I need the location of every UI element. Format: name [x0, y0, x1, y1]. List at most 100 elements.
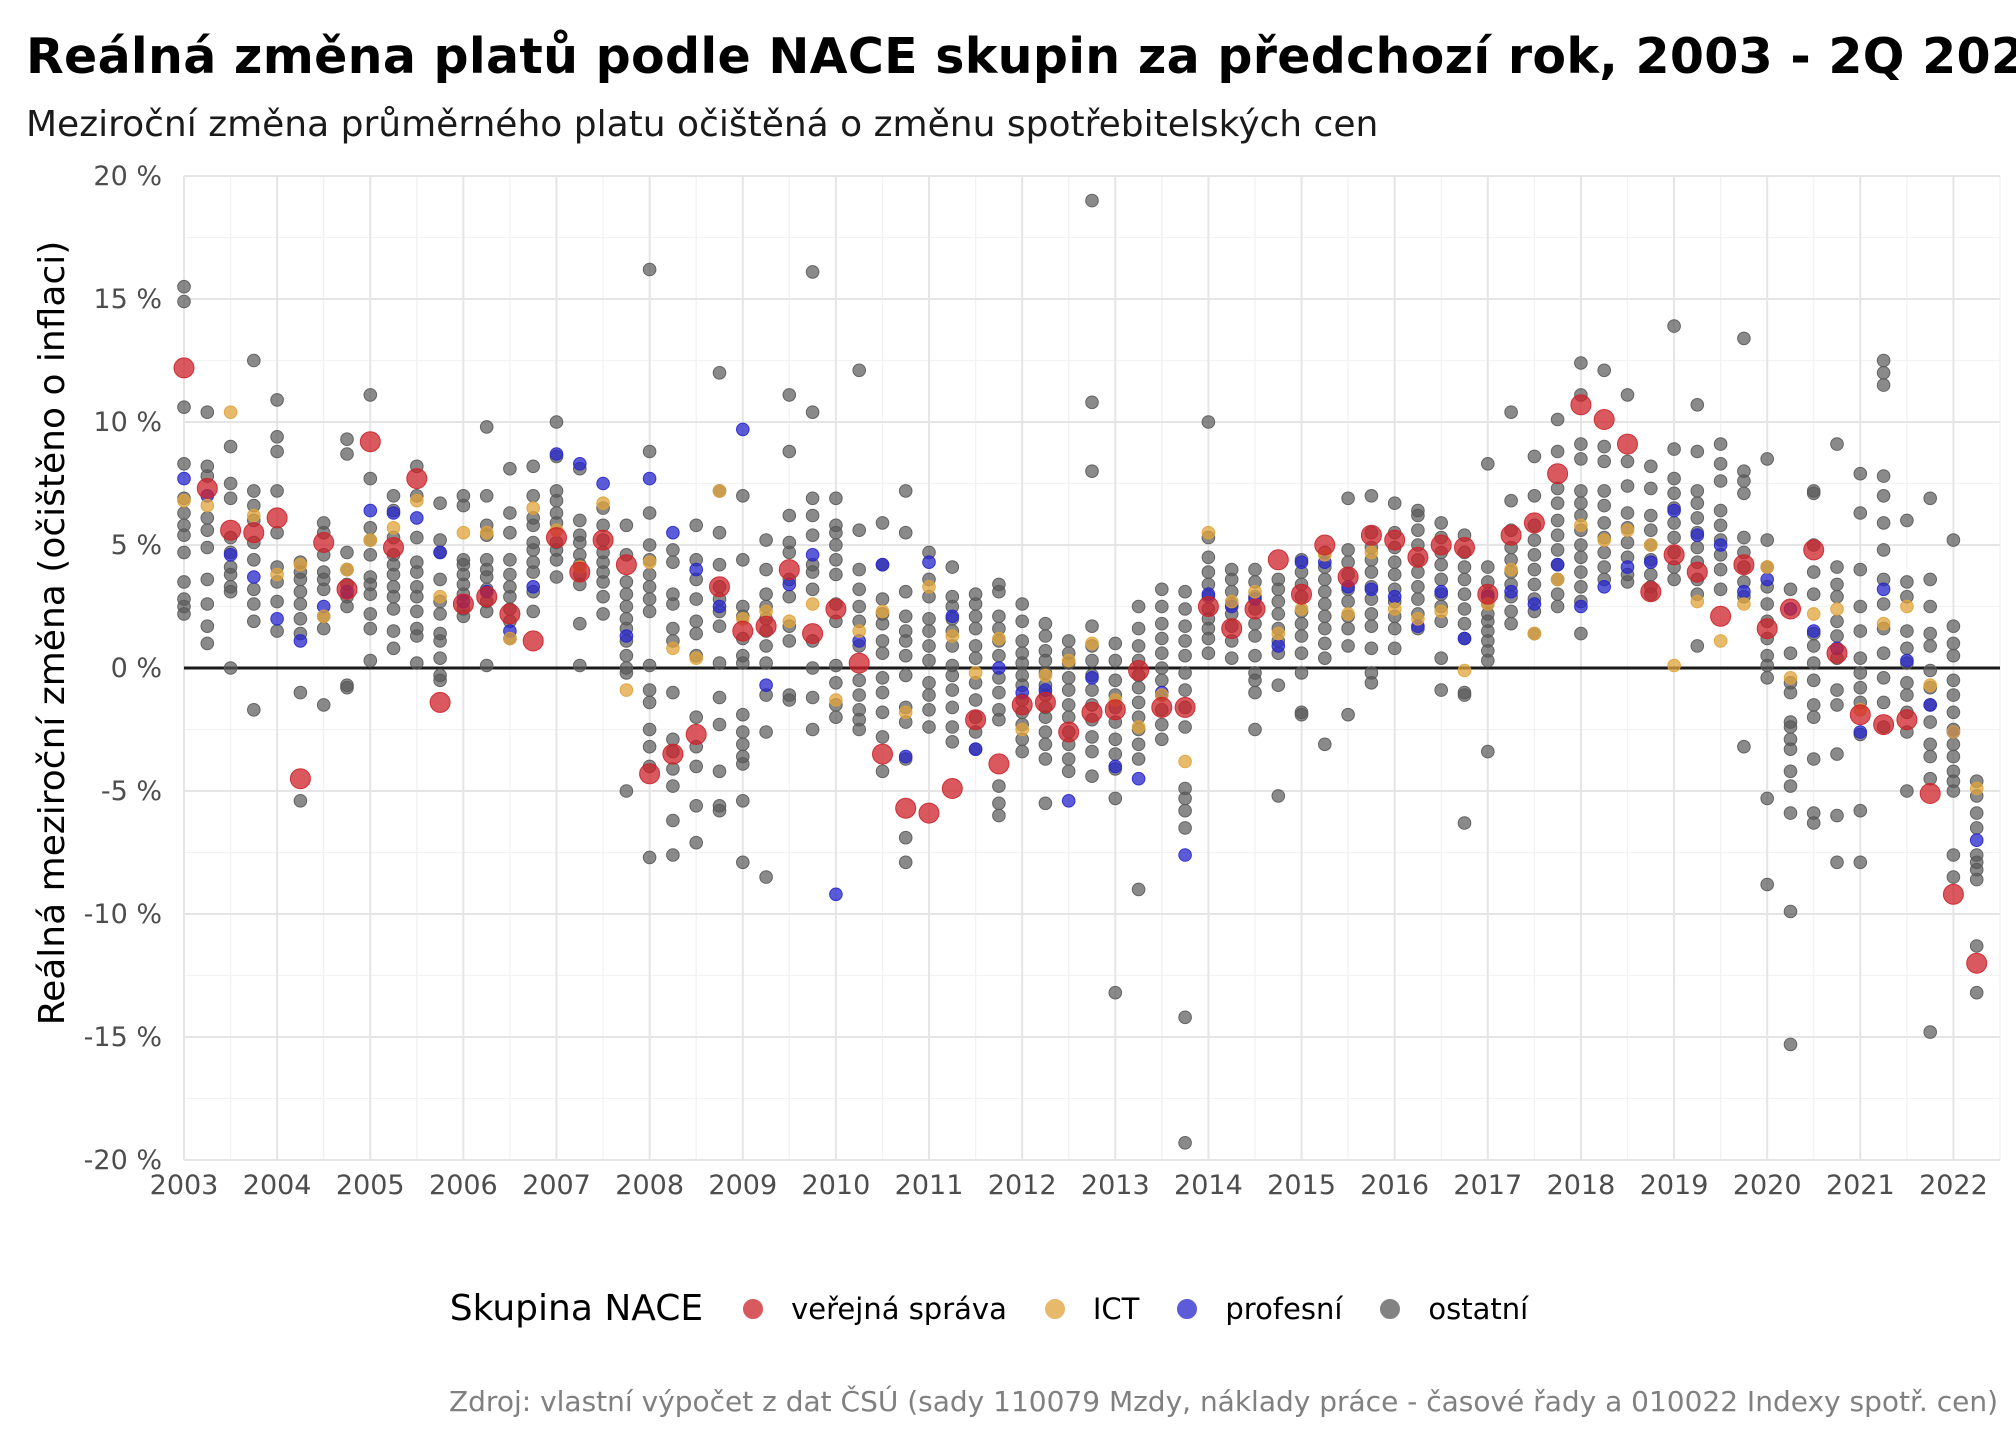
data-point — [410, 565, 424, 579]
data-point — [1574, 437, 1588, 451]
data-point — [642, 506, 657, 520]
data-point — [363, 653, 378, 668]
data-point — [755, 615, 777, 637]
legend-label: veřejná správa — [791, 1291, 1007, 1326]
data-point — [1969, 781, 1984, 796]
data-point — [992, 685, 1006, 700]
data-point — [270, 624, 284, 638]
data-point — [1783, 685, 1798, 700]
data-point — [1061, 634, 1076, 648]
data-point — [1756, 618, 1778, 640]
x-tick-label: 2010 — [802, 1170, 871, 1201]
data-point — [1387, 496, 1402, 511]
data-point — [503, 506, 517, 520]
data-point — [410, 656, 424, 670]
data-point — [1155, 661, 1169, 675]
data-point — [1783, 1037, 1798, 1052]
data-point — [1457, 816, 1472, 830]
data-point — [875, 705, 890, 720]
series-1 — [177, 405, 1984, 796]
data-point — [1318, 651, 1332, 666]
data-point — [712, 557, 727, 572]
data-point — [1294, 629, 1309, 643]
data-point — [1015, 722, 1030, 737]
data-point — [1457, 602, 1472, 616]
data-point — [1946, 688, 1961, 702]
legend-item: veřejná správa — [743, 1292, 1007, 1326]
data-point — [1713, 518, 1728, 533]
data-point — [546, 527, 567, 549]
data-point — [1713, 538, 1728, 552]
data-point — [1966, 952, 1988, 974]
data-point — [922, 653, 936, 668]
data-point — [968, 666, 983, 680]
data-point — [941, 778, 963, 799]
data-point — [1667, 442, 1681, 456]
data-point — [1737, 486, 1751, 501]
data-point — [1667, 530, 1681, 545]
data-point — [829, 491, 843, 506]
data-point — [289, 768, 311, 790]
data-point — [848, 652, 870, 674]
data-point — [1830, 629, 1844, 643]
data-point — [1830, 683, 1844, 697]
data-point — [270, 393, 284, 407]
data-point — [1341, 621, 1355, 636]
data-point — [363, 533, 378, 547]
data-point — [1178, 683, 1192, 697]
data-point — [573, 658, 587, 673]
data-point — [1969, 985, 1984, 1000]
data-point — [1620, 506, 1635, 520]
data-point — [429, 691, 451, 713]
y-tick-label: 5 % — [111, 530, 162, 561]
data-point — [1248, 673, 1262, 688]
data-point — [1574, 599, 1588, 614]
data-point — [1783, 806, 1798, 820]
data-point — [1574, 538, 1588, 552]
data-point — [1593, 409, 1615, 430]
data-point — [1620, 560, 1635, 574]
data-point — [1224, 572, 1239, 587]
y-tick-label: 20 % — [93, 161, 162, 192]
data-point — [898, 668, 913, 683]
data-point — [642, 580, 657, 594]
data-point — [386, 567, 401, 582]
data-point — [363, 548, 378, 562]
data-point — [293, 572, 308, 587]
data-point — [526, 489, 541, 503]
data-point — [922, 720, 936, 734]
data-point — [247, 614, 261, 629]
data-point — [1969, 939, 1984, 953]
data-point — [270, 594, 284, 609]
data-point — [549, 570, 564, 584]
data-point — [759, 678, 773, 693]
data-point — [805, 597, 820, 611]
data-point — [759, 562, 773, 577]
data-point — [1271, 678, 1286, 693]
data-point — [363, 607, 378, 621]
data-point — [1504, 616, 1518, 631]
data-point — [1667, 319, 1681, 333]
data-point — [340, 680, 354, 695]
data-point — [1178, 1136, 1192, 1150]
data-point — [247, 597, 261, 611]
data-point — [316, 609, 331, 624]
x-tick-label: 2018 — [1547, 1170, 1616, 1201]
data-point — [1038, 796, 1053, 811]
data-point — [1806, 752, 1821, 766]
data-point — [1806, 816, 1821, 830]
data-point — [1783, 646, 1798, 661]
data-point — [689, 592, 704, 606]
data-point — [1783, 779, 1798, 793]
data-point — [1550, 496, 1565, 511]
data-point — [1876, 516, 1891, 530]
data-point — [1294, 666, 1309, 680]
data-point — [1291, 583, 1312, 605]
data-point — [1876, 543, 1891, 557]
data-point — [1527, 626, 1542, 641]
data-point — [852, 562, 867, 577]
data-point — [1620, 454, 1635, 469]
data-point — [1620, 575, 1635, 589]
data-point — [1197, 596, 1219, 617]
